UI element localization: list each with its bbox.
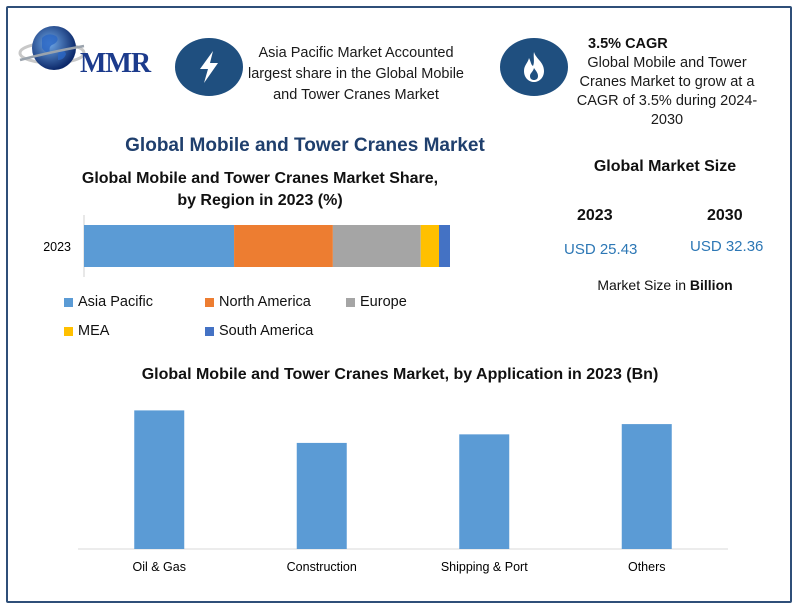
legend-swatch [205, 326, 214, 336]
legend-label: Europe [360, 294, 407, 310]
legend-label: MEA [78, 323, 110, 339]
legend-item-mea: MEA [64, 323, 109, 339]
region-bar-segment-europe [332, 225, 421, 267]
market-size-note: Market Size in Billion [565, 277, 765, 293]
legend-label: South America [219, 323, 314, 339]
region-bar-segment-asia-pacific [84, 225, 235, 267]
application-chart-title: Global Mobile and Tower Cranes Market, b… [141, 366, 659, 383]
market-size-year-2030: 2030 [707, 207, 743, 224]
market-size-note-prefix: Market Size in [597, 277, 690, 293]
legend-label: North America [219, 294, 311, 310]
brand-logo-text: MMR [80, 48, 151, 79]
region-bar-segment-mea [420, 225, 440, 267]
application-bar [459, 434, 510, 549]
page-frame [6, 6, 792, 603]
legend-swatch [64, 326, 73, 336]
region-chart-title: Global Mobile and Tower Cranes Market Sh… [81, 170, 439, 209]
info-left-icon-circle [175, 38, 243, 96]
application-bar [134, 410, 185, 549]
region-bar-segment-south-america [439, 225, 450, 267]
info-right-text: Global Mobile and Tower Cranes Market to… [576, 55, 758, 128]
application-category-label: Shipping & Port [441, 560, 528, 574]
application-category-label: Oil & Gas [133, 560, 187, 574]
cagr-title: 3.5% CAGR [588, 36, 668, 52]
market-size-note-unit: Billion [689, 277, 733, 293]
info-left-text: Asia Pacific Market Accounted largest sh… [247, 45, 464, 103]
region-share-chart: 2023 [43, 215, 450, 277]
brand-logo [12, 20, 162, 82]
info-right-icon-circle [500, 38, 568, 96]
application-category-label: Others [628, 560, 666, 574]
region-bar-segment-north-america [234, 225, 333, 267]
region-legend: Asia Pacific North America Europe MEA So… [64, 294, 484, 346]
market-size-value-2030: USD 32.36 [690, 238, 764, 255]
application-category-label: Construction [287, 560, 357, 574]
legend-swatch [205, 297, 214, 307]
legend-swatch [346, 297, 355, 307]
market-size-value-2023: USD 25.43 [564, 241, 638, 258]
application-bar-chart: Oil & Gas Construction Shipping & Port Othe… [78, 410, 728, 574]
legend-item-europe: Europe [346, 294, 407, 310]
flame-icon [524, 52, 544, 82]
market-size-year-2023: 2023 [577, 207, 613, 224]
legend-item-asia-pacific: Asia Pacific [64, 294, 153, 310]
legend-item-south-america: South America [205, 323, 313, 339]
legend-swatch [64, 297, 73, 307]
application-bar [621, 424, 672, 549]
lightning-bolt-icon [200, 51, 218, 83]
main-title: Global Mobile and Tower Cranes Market [125, 135, 485, 156]
globe-icon [18, 26, 86, 70]
region-category-label: 2023 [43, 240, 71, 254]
legend-item-north-america: North America [205, 294, 311, 310]
legend-label: Asia Pacific [78, 294, 153, 310]
market-size-title: Global Market Size [593, 158, 737, 175]
application-bar [296, 442, 347, 549]
